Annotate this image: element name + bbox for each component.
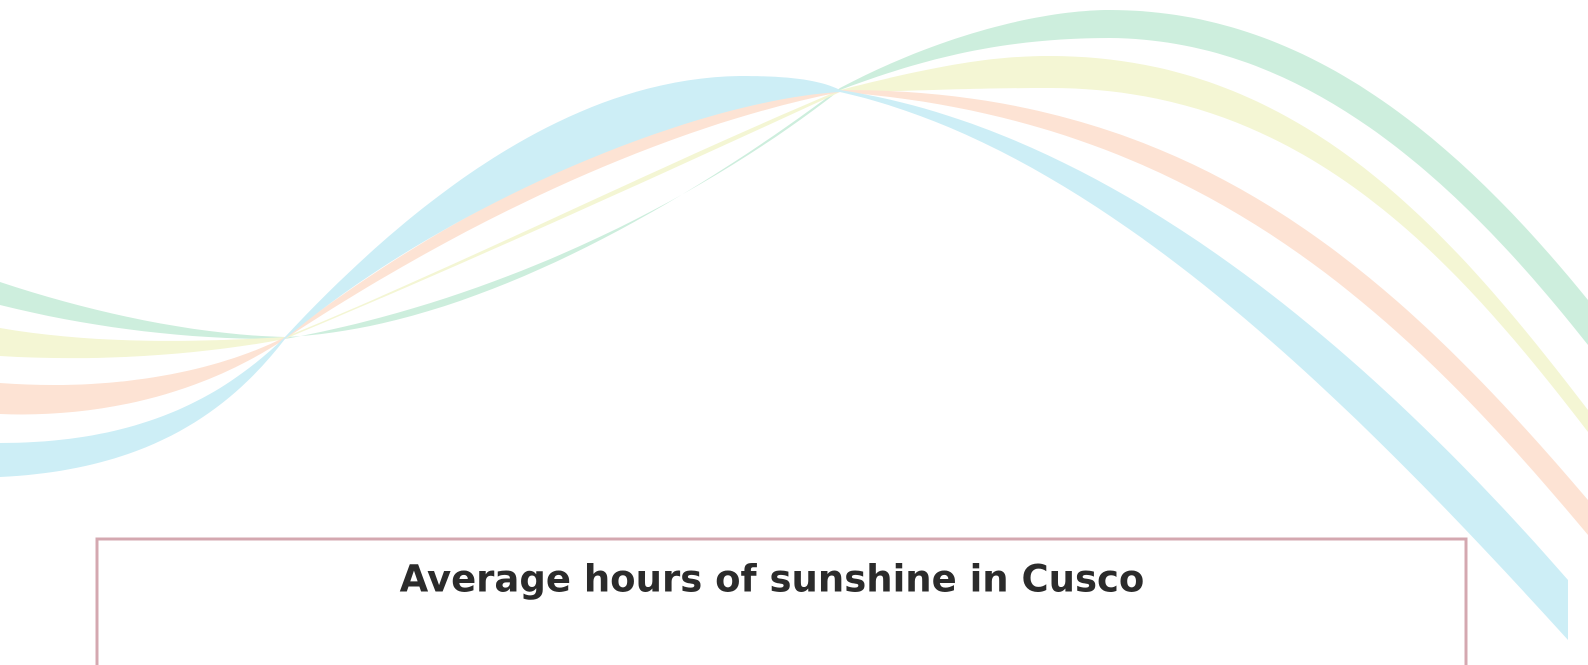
page-canvas: Average hours of sunshine in Cusco bbox=[0, 0, 1588, 665]
ribbon-peach bbox=[0, 90, 1588, 535]
page: Average hours of sunshine in Cusco {"hea… bbox=[0, 0, 1588, 665]
section-title: Average hours of sunshine in Cusco bbox=[400, 558, 1145, 601]
page-body: Average hours of sunshine in Cusco (() =… bbox=[0, 0, 1588, 665]
